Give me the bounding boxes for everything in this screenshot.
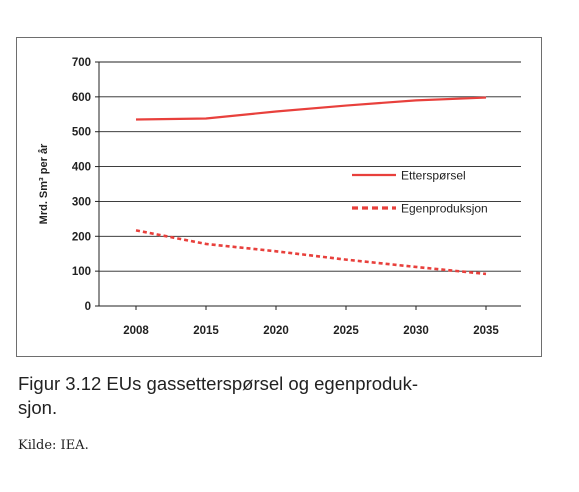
figure-source: Kilde: IEA. [18, 438, 89, 453]
x-tick-label-2020: 2020 [263, 325, 289, 337]
x-tick-label-2015: 2015 [193, 325, 219, 337]
y-tick-label-100: 100 [72, 266, 91, 278]
legend-label-1: Egenproduksjon [401, 202, 488, 216]
y-tick-label-200: 200 [72, 231, 91, 243]
y-tick-label-700: 700 [72, 57, 91, 69]
y-tick-label-0: 0 [85, 301, 91, 313]
caption-line-2: sjon. [18, 397, 58, 418]
chart-frame: 0 100 200 300 400 500 600 700 2008 2015 2020 2025 20… [16, 37, 542, 357]
y-tick-label-500: 500 [72, 127, 91, 139]
series-line-1 [135, 229, 487, 276]
y-tick-label-300: 300 [72, 196, 91, 208]
line-chart: 0 100 200 300 400 500 600 700 2008 2015 2020 2025 20… [38, 57, 521, 337]
series-line-0 [135, 96, 487, 121]
legend-label-0: Etterspørsel [401, 169, 466, 183]
figure-caption: Figur 3.12 EUs gassetterspørsel og egenp… [18, 372, 563, 420]
x-tick-label-2008: 2008 [123, 325, 149, 337]
y-tick-label-600: 600 [72, 92, 91, 104]
y-axis-title: Mrd. Sm³ per år [38, 143, 50, 224]
x-tick-label-2035: 2035 [473, 325, 499, 337]
caption-line-1: Figur 3.12 EUs gassetterspørsel og egenp… [18, 373, 419, 394]
y-tick-label-400: 400 [72, 162, 91, 174]
x-tick-label-2025: 2025 [333, 325, 359, 337]
x-tick-label-2030: 2030 [403, 325, 429, 337]
